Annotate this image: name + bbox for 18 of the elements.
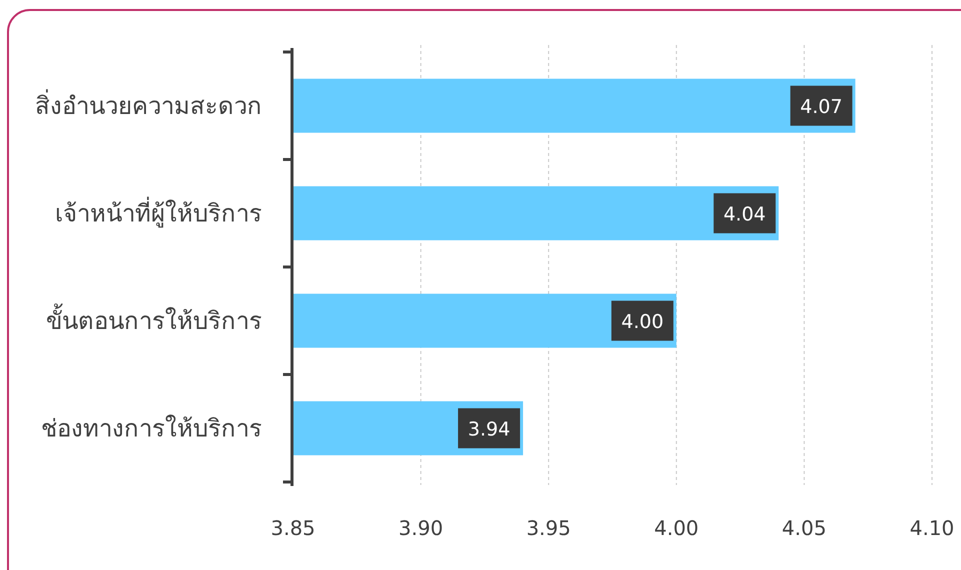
x-tick-label: 4.05	[782, 516, 826, 540]
y-tick-label: เจ้าหน้าที่ผู้ให้บริการ	[55, 196, 262, 228]
data-label: 4.00	[621, 310, 664, 333]
x-tick-label: 4.00	[654, 516, 699, 540]
y-tick-label: ช่องทางการให้บริการ	[41, 414, 262, 442]
data-label: 3.94	[468, 418, 510, 440]
x-tick-label: 3.85	[270, 516, 316, 540]
label: 4.07	[790, 86, 852, 126]
label: 4.04	[714, 193, 776, 234]
x-tick-label: 3.95	[526, 516, 571, 540]
label: 4.00	[611, 300, 674, 341]
data-label: 4.04	[723, 203, 766, 226]
x-tick-label: 3.90	[398, 516, 444, 540]
y-tick-label: ขั้นตอนการให้บริการ	[46, 302, 262, 335]
data-label: 4.07	[800, 96, 842, 118]
y-tick-label: สิ่งอำนวยความสะดวก	[35, 88, 262, 120]
x-tick-label: 4.10	[910, 516, 954, 540]
label: 3.94	[458, 408, 520, 448]
